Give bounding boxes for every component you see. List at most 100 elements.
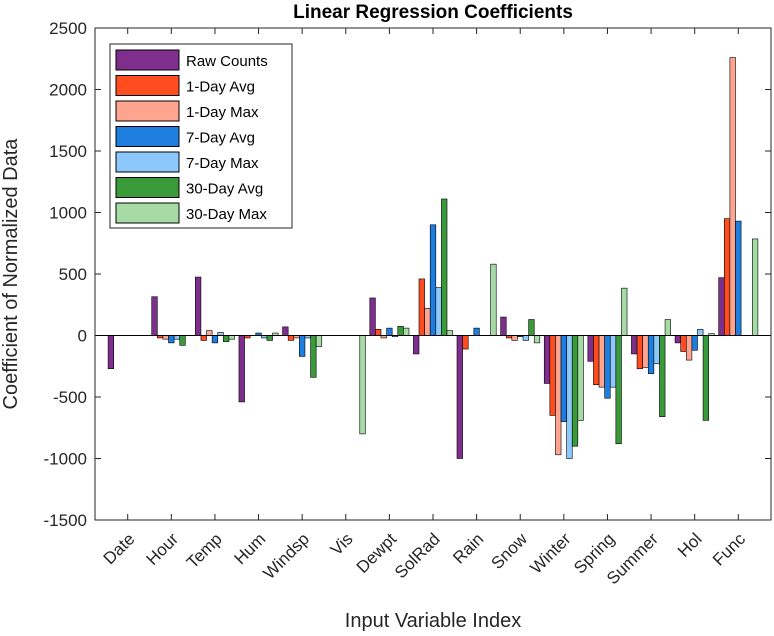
bar-hol-series-3 <box>691 335 698 351</box>
bar-func-series-0 <box>718 277 725 336</box>
bar-snow-series-4 <box>522 335 529 341</box>
bar-summer-series-2 <box>642 335 649 368</box>
bar-solrad-series-4 <box>435 287 442 336</box>
bar-winter-series-5 <box>571 335 579 447</box>
bar-hour-series-5 <box>179 335 186 346</box>
bar-summer-series-1 <box>636 335 643 370</box>
bar-windsp-series-1 <box>287 335 295 341</box>
bar-dewpt-series-3 <box>386 327 393 336</box>
y-tick-label: 2000 <box>49 81 87 100</box>
legend-label: 1-Day Avg <box>186 79 255 96</box>
bar-winter-series-3 <box>560 335 567 422</box>
bar-solrad-series-1 <box>418 278 425 336</box>
bar-func-series-2 <box>729 57 736 336</box>
bar-snow-series-5 <box>528 319 535 336</box>
bar-hol-series-4 <box>697 329 704 336</box>
bar-hour-series-2 <box>162 335 169 340</box>
bar-solrad-series-2 <box>424 308 431 336</box>
bar-func-series-1 <box>723 218 731 336</box>
bar-temp-series-0 <box>195 276 202 336</box>
bar-func-series-6 <box>751 238 759 336</box>
chart-title: Linear Regression Coefficients <box>293 2 573 23</box>
bar-spring-series-2 <box>598 335 605 388</box>
legend-label: Raw Counts <box>186 53 268 70</box>
bar-dewpt-series-0 <box>369 297 376 336</box>
y-tick-label: 500 <box>59 265 87 284</box>
bar-hum-series-5 <box>266 335 273 341</box>
y-tick-label: 1500 <box>49 142 87 161</box>
legend-label: 7-Day Avg <box>186 130 255 147</box>
bar-spring-series-1 <box>593 335 600 386</box>
bar-hum-series-0 <box>238 335 245 403</box>
bars-group <box>107 57 759 459</box>
bar-summer-series-5 <box>659 335 666 417</box>
y-tick-label: -1000 <box>44 450 87 469</box>
bar-temp-series-2 <box>206 330 213 336</box>
bar-spring-series-6 <box>621 287 628 336</box>
bar-windsp-series-5 <box>310 335 317 378</box>
bar-func-series-3 <box>735 220 742 336</box>
legend-label: 30-Day Max <box>186 206 267 223</box>
bar-temp-series-6 <box>228 335 235 340</box>
legend-label: 30-Day Avg <box>186 181 263 198</box>
bar-dewpt-series-1 <box>375 329 382 336</box>
legend-swatch <box>115 100 180 122</box>
y-tick-label: -500 <box>53 388 87 407</box>
bar-snow-series-6 <box>533 335 541 344</box>
bar-hol-series-2 <box>685 335 693 361</box>
bar-windsp-series-0 <box>282 326 289 336</box>
bar-hol-series-1 <box>680 335 687 352</box>
bar-hour-series-4 <box>173 335 181 340</box>
y-axis-label: Coefficient of Normalized Data <box>0 138 22 410</box>
bar-vis-series-6 <box>359 335 366 435</box>
bar-solrad-series-0 <box>413 335 420 355</box>
bar-summer-series-6 <box>664 319 671 336</box>
bar-hour-series-0 <box>151 296 158 336</box>
bar-temp-series-1 <box>200 335 207 341</box>
bar-windsp-series-6 <box>315 335 323 347</box>
x-axis-label: Input Variable Index <box>345 610 521 632</box>
bar-spring-series-4 <box>609 335 617 388</box>
bar-spring-series-5 <box>615 335 622 445</box>
bar-windsp-series-3 <box>299 335 306 357</box>
legend-label: 1-Day Max <box>186 104 259 121</box>
bar-summer-series-0 <box>631 335 638 355</box>
bar-winter-series-0 <box>543 335 551 384</box>
bar-hol-series-0 <box>674 335 681 344</box>
bar-spring-series-0 <box>587 335 594 362</box>
bar-rain-series-6 <box>490 263 497 336</box>
y-tick-label: 0 <box>78 327 87 346</box>
bar-rain-series-0 <box>456 335 463 459</box>
bar-hour-series-3 <box>168 335 175 344</box>
y-tick-label: -1500 <box>44 511 87 530</box>
legend-swatch <box>115 151 180 173</box>
legend-swatch <box>115 126 180 147</box>
bar-rain-series-1 <box>462 335 469 350</box>
bar-solrad-series-5 <box>441 198 448 336</box>
bar-winter-series-6 <box>577 335 584 421</box>
legend: Raw Counts 1-Day Avg 1-Day Max 7-Day Avg 7-D… <box>109 43 293 229</box>
legend-swatch <box>115 75 180 96</box>
bar-winter-series-4 <box>566 335 573 459</box>
legend-swatch <box>115 49 180 71</box>
bar-date-series-0 <box>107 335 115 370</box>
bar-spring-series-3 <box>604 335 611 399</box>
bar-winter-series-1 <box>549 335 556 416</box>
bar-dewpt-series-5 <box>397 325 404 336</box>
bar-snow-series-0 <box>500 316 507 336</box>
bar-snow-series-2 <box>511 335 518 341</box>
bar-solrad-series-3 <box>429 224 437 336</box>
bar-temp-series-5 <box>223 335 230 342</box>
bar-temp-series-3 <box>211 335 219 344</box>
bar-winter-series-2 <box>555 335 562 456</box>
bar-rain-series-3 <box>473 327 480 336</box>
bar-hol-series-5 <box>702 335 709 421</box>
bar-summer-series-4 <box>653 335 660 365</box>
bar-solrad-series-6 <box>446 330 453 336</box>
bar-dewpt-series-6 <box>403 327 410 336</box>
legend-label: 7-Day Max <box>186 155 259 172</box>
bar-summer-series-3 <box>647 335 655 374</box>
legend-swatch <box>115 177 180 198</box>
legend-swatch <box>115 202 180 224</box>
